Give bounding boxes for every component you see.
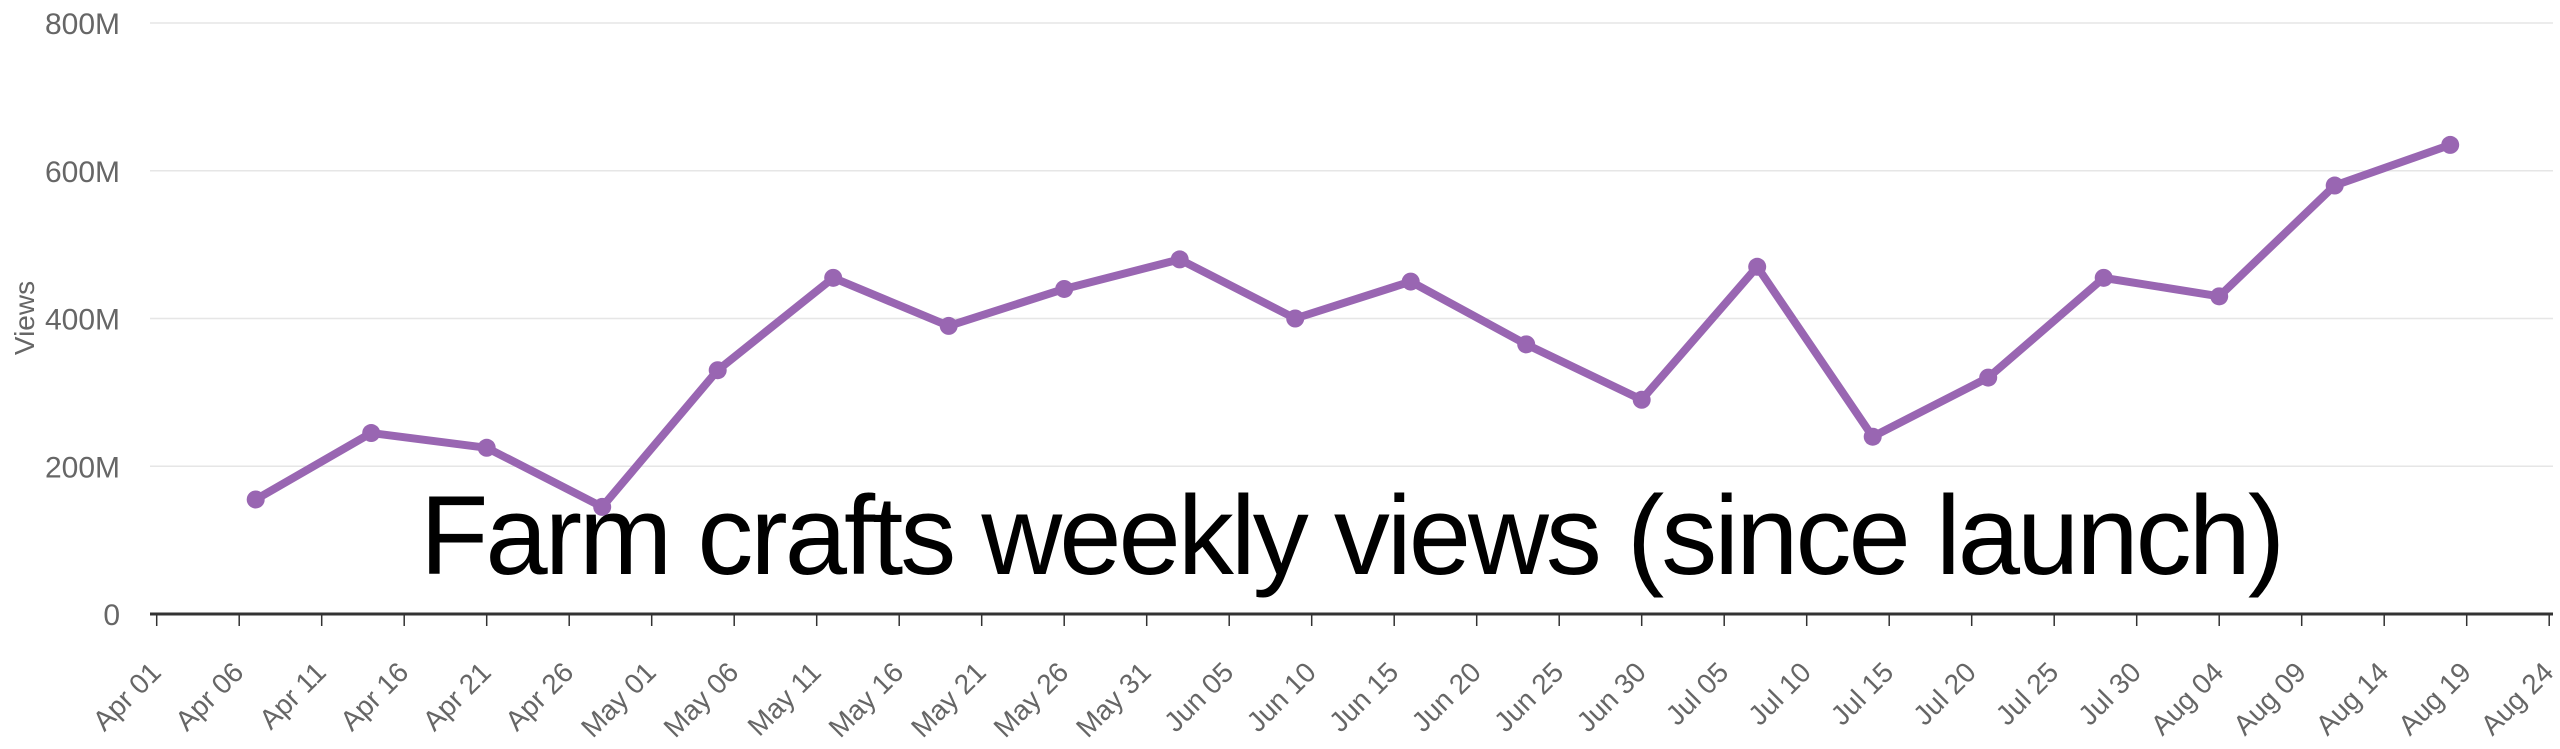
- x-axis-label: Apr 26: [499, 656, 579, 736]
- x-axis-label: Jun 05: [1158, 656, 1239, 737]
- data-point[interactable]: [246, 490, 265, 509]
- data-point[interactable]: [1748, 257, 1767, 276]
- x-axis-label: May 16: [823, 656, 910, 743]
- x-axis-label: May 21: [905, 656, 992, 743]
- data-point[interactable]: [1170, 250, 1189, 269]
- data-point[interactable]: [1863, 427, 1882, 446]
- x-axis-label: Aug 14: [2310, 656, 2395, 741]
- x-axis-label: Aug 04: [2145, 656, 2230, 741]
- x-axis-label: Apr 16: [334, 656, 414, 736]
- x-axis-label: Apr 01: [87, 656, 167, 736]
- x-axis-label: Jun 20: [1406, 656, 1487, 737]
- data-point[interactable]: [939, 316, 958, 335]
- data-point[interactable]: [2094, 268, 2113, 287]
- data-point[interactable]: [824, 268, 843, 287]
- context-menu-button[interactable]: [2542, 37, 2560, 63]
- x-axis-label: Jul 10: [1742, 656, 1817, 731]
- data-point[interactable]: [1286, 309, 1305, 328]
- x-axis-label: Aug 09: [2227, 656, 2312, 741]
- x-axis-label: Jun 30: [1571, 656, 1652, 737]
- chart-title: Farm crafts weekly views (since launch): [420, 473, 2285, 598]
- data-point[interactable]: [477, 438, 496, 457]
- data-point[interactable]: [2441, 135, 2460, 154]
- x-axis-label: Jul 20: [1907, 656, 1982, 731]
- x-axis-label: Jun 10: [1241, 656, 1322, 737]
- x-axis-label: May 11: [742, 656, 827, 741]
- y-axis-title: Views: [9, 281, 40, 355]
- x-axis-label: Apr 11: [253, 656, 332, 735]
- data-point[interactable]: [362, 424, 381, 443]
- x-axis-label: Aug 24: [2475, 656, 2560, 741]
- x-axis-label: Jul 05: [1660, 656, 1735, 731]
- y-axis-label: 0: [103, 599, 120, 632]
- x-axis-label: May 06: [658, 656, 745, 743]
- x-axis-label: May 26: [988, 656, 1075, 743]
- y-axis-label: 600M: [45, 156, 120, 189]
- y-axis-label: 200M: [45, 451, 120, 484]
- series-line: [251, 140, 2455, 511]
- x-axis-label: Jul 25: [1990, 656, 2065, 731]
- data-point[interactable]: [1632, 390, 1651, 409]
- data-point[interactable]: [2325, 176, 2344, 195]
- data-point[interactable]: [708, 361, 727, 380]
- x-axis-label: Jun 15: [1323, 656, 1404, 737]
- x-axis-label: Jul 30: [2072, 656, 2147, 731]
- x-axis-label: May 01: [575, 656, 662, 743]
- data-point[interactable]: [1401, 272, 1420, 291]
- data-point[interactable]: [1517, 335, 1536, 354]
- data-point[interactable]: [1055, 279, 1074, 298]
- x-axis-label: Apr 21: [417, 656, 497, 736]
- data-point[interactable]: [1979, 368, 1998, 387]
- x-axis-label: Jul 15: [1825, 656, 1900, 731]
- data-point[interactable]: [2210, 287, 2229, 306]
- data-point[interactable]: [593, 497, 612, 516]
- x-axis-label: Jun 25: [1488, 656, 1569, 737]
- y-axis-label: 400M: [45, 304, 120, 337]
- x-axis-label: Aug 19: [2392, 656, 2477, 741]
- x-axis-label: May 31: [1070, 656, 1157, 743]
- y-axis-label: 800M: [45, 8, 120, 41]
- x-axis-label: Apr 06: [169, 656, 249, 736]
